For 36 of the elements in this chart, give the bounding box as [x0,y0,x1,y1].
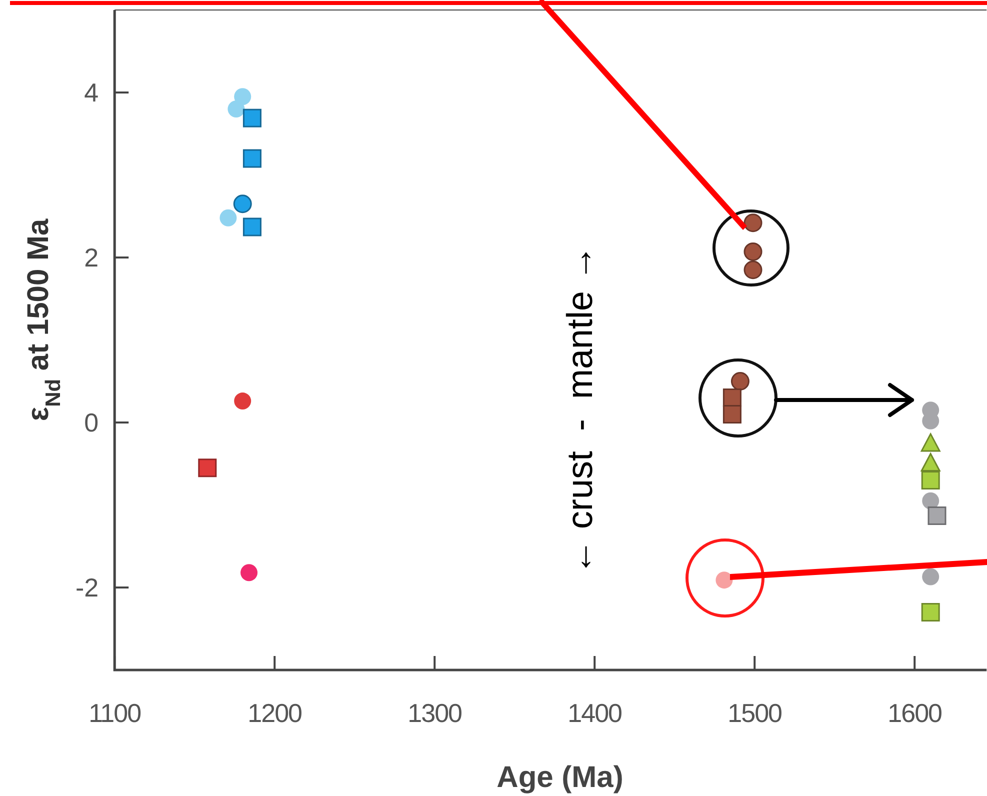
point [240,564,258,582]
x-tick-label: 1200 [248,698,302,728]
point [220,209,237,226]
y-tick-label: 2 [84,242,99,272]
point [744,214,762,232]
point [233,194,252,214]
x-tick-label: 1600 [888,698,942,728]
x-tick-label: 1500 [728,698,782,728]
point [920,453,940,472]
point [922,492,940,510]
point [921,471,940,490]
point [722,388,742,407]
point [920,433,940,452]
point [198,458,217,478]
y-tick-label: -2 [75,572,99,602]
point [928,506,946,525]
point [242,149,262,168]
x-tick-label: 1400 [568,698,622,728]
y-tick-label: 4 [84,78,99,108]
point [228,100,245,118]
point [921,603,940,622]
point [234,392,252,410]
x-tick-label: 1100 [88,698,142,728]
y-tick-label: 0 [84,408,99,438]
point [234,88,252,106]
x-axis-title: Age (Ma) [496,761,624,794]
point [744,242,762,261]
point [242,218,262,236]
annotation: ← crust - mantle → [559,244,600,576]
point [242,108,262,128]
point [922,568,940,586]
point [716,572,733,589]
point [722,405,742,424]
x-tick-label: 1300 [408,698,462,728]
point [730,372,750,390]
point [744,260,762,280]
